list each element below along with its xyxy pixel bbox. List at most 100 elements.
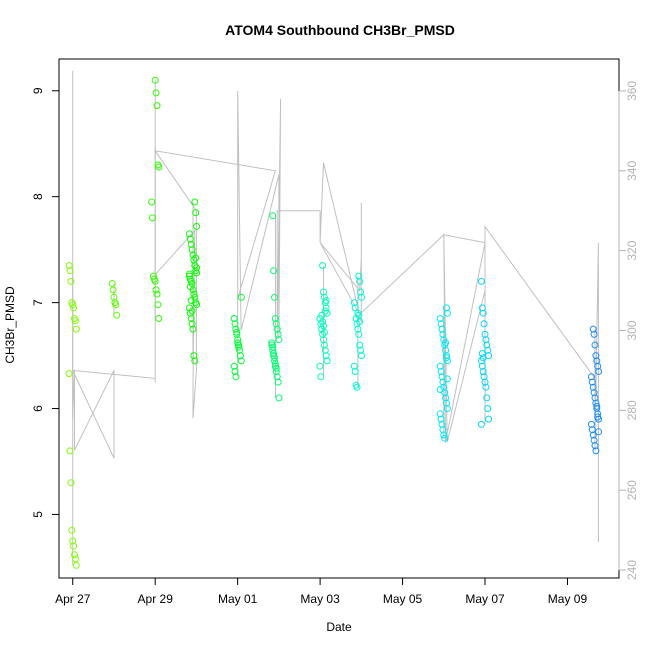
data-point [273,325,281,333]
data-point [237,293,245,301]
data-point [592,352,600,360]
data-point [71,551,78,559]
data-point [269,346,277,354]
data-point [268,339,276,347]
data-point [271,357,278,365]
y2-tick-label: 300 [625,320,639,340]
data-point [230,362,238,370]
data-point [233,330,241,338]
data-point [67,479,75,487]
y-axis-label: CH3Br_PMSD [3,286,17,364]
data-point [271,315,279,322]
data-point [274,330,282,338]
data-point [436,315,444,322]
data-point [480,320,488,328]
data-point [594,413,602,421]
data-point [590,330,598,338]
data-point [185,230,193,238]
chart-title: ATOM4 Southbound CH3Br_PMSD [225,22,455,38]
data-point [152,286,160,294]
data-point [155,315,163,322]
data-point [439,426,447,434]
data-point [356,341,364,349]
x-tick-label: May 05 [383,592,423,606]
data-point [320,328,328,336]
data-point [269,343,277,351]
data-point [590,389,598,397]
data-point [189,325,197,333]
data-point [593,357,601,365]
data-point [190,256,198,264]
data-point [590,436,598,444]
data-point [591,442,599,450]
data-point [443,352,450,360]
data-point [443,399,450,407]
y2-tick-label: 260 [625,480,639,500]
data-point [70,304,78,312]
data-point [588,378,596,386]
data-point [193,222,201,230]
data-point [477,420,485,428]
data-point [482,336,490,344]
data-point [350,299,358,307]
data-point [71,555,79,563]
data-point [271,293,278,301]
x-tick-label: Apr 27 [55,592,91,606]
data-point [113,311,121,319]
data-point [437,415,445,423]
data-point [443,309,451,317]
data-point [110,293,118,301]
data-point [354,325,362,333]
data-point [320,322,327,330]
data-point [191,262,199,269]
data-point [153,290,161,298]
data-point [67,277,75,285]
data-point [65,262,73,269]
data-point [235,343,243,351]
data-point [193,301,201,309]
y2-tick-label: 280 [625,400,639,420]
x-tick-label: May 03 [300,592,340,606]
y-tick-label: 6 [31,405,45,412]
data-point [440,431,448,439]
data-point [436,362,444,370]
data-point [322,352,330,360]
data-point [322,304,330,312]
data-point [271,360,279,368]
data-point [272,364,280,372]
data-point [594,362,602,370]
data-point [68,526,76,534]
data-point [188,320,196,328]
data-point [187,315,195,322]
data-point [149,214,156,222]
data-point [233,328,241,336]
x-tick-label: May 01 [218,592,258,606]
data-point [108,280,116,287]
data-point [153,102,161,110]
data-point [270,267,278,275]
data-point [587,420,595,428]
data-point [187,297,195,304]
data-point [151,277,159,285]
data-point [480,373,488,381]
data-point [322,297,330,304]
data-point [484,346,492,354]
data-point [356,318,364,326]
y2-tick-label: 240 [625,560,639,580]
data-point [319,262,327,269]
data-point [595,428,603,436]
data-point [186,235,194,243]
data-point [193,264,201,272]
data-point [185,270,193,278]
data-point [154,301,162,309]
points [65,76,603,569]
data-point [192,254,200,262]
data-point [275,336,283,344]
data-point [190,290,198,298]
data-point [440,383,448,391]
y2-tick-label: 340 [625,160,639,180]
data-point [593,402,601,410]
data-point [481,378,489,386]
data-point [591,341,599,349]
